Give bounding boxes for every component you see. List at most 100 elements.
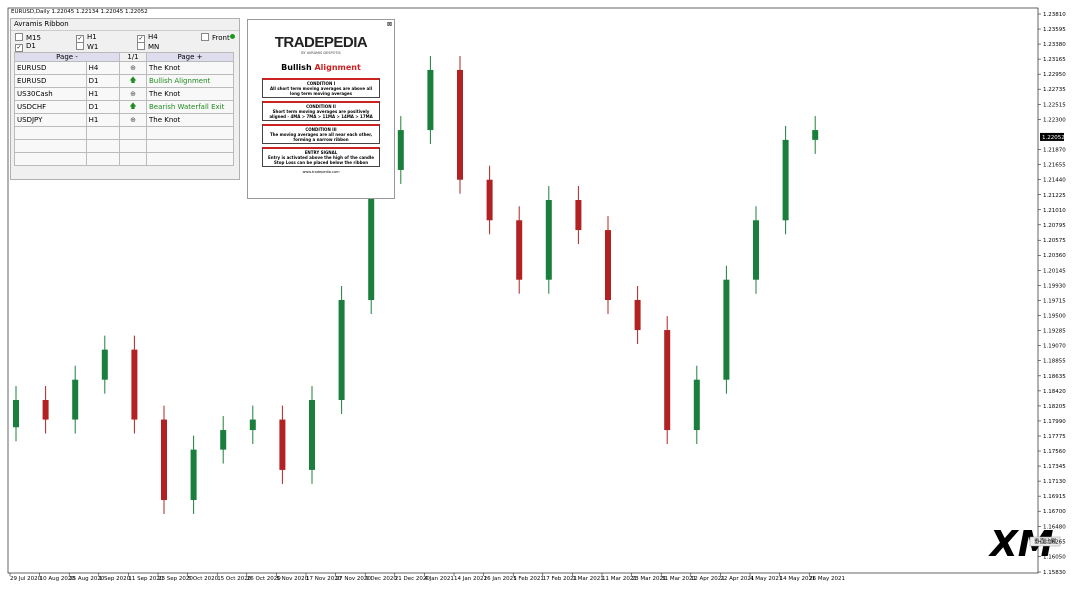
signal-icon: ⊕ (119, 61, 147, 75)
timeframe-label: H4 (148, 33, 158, 41)
y-tick-label: 1.20575 (1043, 238, 1066, 244)
x-tick-label: 1 Sep 2020 (99, 576, 131, 582)
timeframe: H1 (85, 113, 121, 127)
front-option[interactable]: Front (201, 33, 230, 42)
y-tick-label: 1.18205 (1043, 404, 1066, 410)
x-tick-label: 22 Apr 2021 (720, 576, 754, 582)
empty-cell (14, 152, 87, 166)
x-tick-label: 17 Feb 2021 (543, 576, 577, 582)
checkbox[interactable] (137, 42, 145, 50)
timeframe-option[interactable]: W1 (76, 42, 98, 51)
candle-body (782, 139, 789, 221)
empty-cell (85, 126, 121, 140)
candle-body (220, 430, 227, 450)
empty-cell (14, 139, 87, 153)
signal-icon: 🡅 (119, 74, 147, 88)
conditions: CONDITION I All short term moving average… (248, 78, 394, 167)
scale-button[interactable] (1029, 536, 1061, 547)
condition-text: Short term moving averages are positivel… (269, 109, 373, 119)
signal-row[interactable]: USDCHF D1 🡅 Bearish Waterfall Exit (14, 100, 234, 114)
plot-frame (7, 7, 1039, 574)
signal-table: Page -1/1 Page + EURUSD H4 ⊕ The Knot EURUSD D… (14, 52, 234, 166)
empty-cell (146, 139, 234, 153)
symbol-info: EURUSD,Daily 1.22045 1.22134 1.22045 1.2… (11, 9, 148, 15)
symbol: EURUSD (14, 74, 87, 88)
x-tick-label: 1 Mar 2021 (572, 576, 603, 582)
timeframe-option[interactable]: ✓ D1 (15, 42, 36, 52)
y-tick-label: 1.16265 (1043, 540, 1066, 546)
symbol: US30Cash (14, 87, 87, 101)
y-tick-label: 1.17990 (1043, 419, 1066, 425)
timeframe-label: MN (148, 43, 160, 51)
candle-body (812, 130, 819, 140)
title-red: Alignment (314, 63, 361, 72)
y-tick-label: 1.19070 (1043, 343, 1066, 349)
candle-body (368, 169, 375, 300)
timeframe-option[interactable]: M15 (15, 33, 41, 42)
candle-body (338, 299, 345, 400)
brand: TRADEPEDIA (274, 34, 368, 51)
symbol: USDJPY (14, 113, 87, 127)
candle-body (279, 419, 286, 470)
condition: CONDITION I All short term moving average… (262, 78, 380, 98)
y-tick-label: 1.16480 (1043, 525, 1066, 531)
x-tick-label: 11 Sep 2020 (128, 576, 163, 582)
candle-body (42, 399, 49, 420)
page-next[interactable]: Page + (146, 52, 234, 62)
y-tick-label: 1.17560 (1043, 449, 1066, 455)
x-tick-label: 23 Sep 2020 (158, 576, 193, 582)
y-tick-label: 1.20360 (1043, 253, 1066, 259)
y-tick-label: 1.19285 (1043, 328, 1066, 334)
condition: CONDITION II Short term moving averages a… (262, 101, 380, 121)
signal-row[interactable]: USDJPY H1 ⊕ The Knot (14, 113, 234, 127)
signal-row[interactable]: EURUSD D1 🡅 Bullish Alignment (14, 74, 234, 88)
signal-label: The Knot (146, 113, 234, 127)
y-tick-label: 1.23380 (1043, 42, 1066, 48)
byline: BY AVRAMIS DESPOTIS (301, 51, 341, 55)
y-tick-label: 1.23595 (1043, 27, 1066, 33)
condition-head: CONDITION II (306, 104, 336, 109)
y-tick-label: 1.21010 (1043, 208, 1066, 214)
close-button[interactable]: ⊠ (386, 21, 392, 28)
candle-body (605, 230, 611, 300)
signal-row[interactable]: US30Cash H1 ⊕ The Knot (14, 87, 234, 101)
candle-body (161, 419, 167, 500)
timeframe-option[interactable]: MN (137, 42, 159, 51)
y-tick-label: 1.16700 (1043, 509, 1066, 515)
empty-row (14, 139, 234, 153)
y-tick-label: 1.20795 (1043, 223, 1066, 229)
checkbox[interactable] (15, 33, 23, 41)
candle-body (516, 220, 523, 280)
y-tick-label: 1.19930 (1043, 283, 1066, 289)
x-tick-label: 15 Oct 2020 (217, 576, 252, 582)
timeframe: D1 (85, 74, 121, 88)
empty-cell (146, 152, 234, 166)
x-tick-label: 29 Jul 2020 (10, 576, 42, 582)
front-label: Front (212, 34, 230, 42)
candle-body (723, 279, 730, 380)
x-tick-label: 4 Jan 2021 (424, 576, 453, 582)
page-number: 1/1 (119, 52, 147, 62)
signal-label: Bullish Alignment (146, 74, 234, 88)
x-tick-label: 5 Oct 2020 (188, 576, 219, 582)
candle-body (575, 200, 582, 231)
timeframe: H1 (85, 87, 121, 101)
x-tick-label: 14 May 2021 (780, 576, 816, 582)
x-tick-label: 14 Jan 2021 (454, 576, 487, 582)
y-tick-label: 1.16050 (1043, 555, 1066, 561)
signal-row[interactable]: EURUSD H4 ⊕ The Knot (14, 61, 234, 75)
checkbox[interactable]: ✓ (15, 44, 23, 52)
x-tick-label: 21 Dec 2020 (395, 576, 431, 582)
scale-button-label[interactable]: 垂直比例 (1034, 537, 1057, 545)
candle-body (397, 130, 404, 170)
checkbox[interactable] (76, 42, 84, 50)
y-tick-label: 1.19500 (1043, 313, 1066, 319)
x-tick-label: 10 Aug 2020 (40, 576, 76, 582)
empty-cell (119, 152, 147, 166)
page-prev[interactable]: Page - (14, 52, 120, 62)
condition-head: CONDITION III (305, 127, 337, 132)
candle-body (309, 399, 315, 470)
x-tick-label: 17 Nov 2020 (306, 576, 342, 582)
